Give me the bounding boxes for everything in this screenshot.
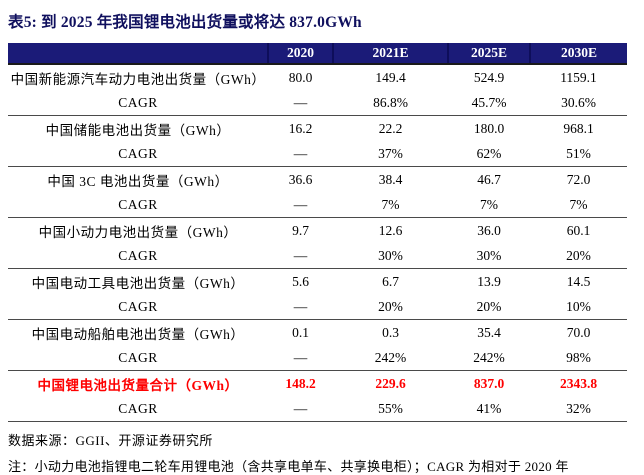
value-cell: 35.4 <box>477 324 501 340</box>
header-col-2021e: 2021E <box>332 43 448 65</box>
cagr-value-cell: 242% <box>333 345 448 371</box>
cagr-value-cell: 45.7% <box>448 90 530 116</box>
cagr-label: CAGR <box>8 345 268 371</box>
cagr-row: CAGR —37% 62% 51% <box>8 141 627 167</box>
table-body: 中国新能源汽车动力电池出货量（GWh） 80.0 149.4 524.9 1159.1 C… <box>8 64 627 422</box>
cagr-value-cell: 62% <box>448 141 530 167</box>
cagr-value-cell: 20% <box>448 294 530 320</box>
table-header-row: 2020 2021E 2025E 2030E <box>8 43 627 65</box>
cagr-value-cell: 37% <box>333 141 448 167</box>
cagr-value-cell: 30% <box>448 243 530 269</box>
footnote-text: 注：小动力电池指锂电二轮车用锂电池（含共享电单车、共享换电柜）；CAGR 为相对… <box>8 459 569 474</box>
category-row: 中国新能源汽车动力电池出货量（GWh） 80.0 149.4 524.9 1159.1 <box>8 64 627 90</box>
value-cell: 72.0 <box>566 171 591 187</box>
value-cell: 6.7 <box>382 273 399 289</box>
cagr-row: CAGR —86.8% 45.7% 30.6% <box>8 90 627 116</box>
category-label: 中国锂电池出货量合计（GWh） <box>37 377 239 393</box>
value-cell: 36.0 <box>477 222 501 238</box>
cagr-value-cell: — <box>268 345 333 371</box>
cagr-row: CAGR —242% 242% 98% <box>8 345 627 371</box>
cagr-value-cell: 30% <box>333 243 448 269</box>
cagr-value-cell: 10% <box>530 294 627 320</box>
value-cell: 5.6 <box>292 273 309 289</box>
cagr-label: CAGR <box>8 294 268 320</box>
value-cell: 38.4 <box>378 171 403 187</box>
cagr-label: CAGR <box>8 141 268 167</box>
value-cell: 14.5 <box>566 273 591 289</box>
cagr-value-cell: 7% <box>530 192 627 218</box>
value-cell: 80.0 <box>288 69 313 85</box>
cagr-value-cell: 30.6% <box>530 90 627 116</box>
value-cell: 180.0 <box>473 120 505 136</box>
category-label: 中国小动力电池出货量（GWh） <box>38 224 238 240</box>
category-label: 中国储能电池出货量（GWh） <box>45 122 231 138</box>
cagr-value-cell: 98% <box>530 345 627 371</box>
value-cell: 968.1 <box>563 120 594 136</box>
cagr-value-cell: — <box>268 192 333 218</box>
cagr-value-cell: 7% <box>333 192 448 218</box>
cagr-value-cell: 20% <box>333 294 448 320</box>
header-col-2020: 2020 <box>267 43 333 65</box>
category-label: 中国 3C 电池出货量（GWh） <box>47 173 229 189</box>
cagr-value-cell: 55% <box>333 396 448 422</box>
value-cell: 837.0 <box>473 375 505 391</box>
value-cell: 524.9 <box>473 69 505 85</box>
category-row: 中国电动船舶电池出货量（GWh） 0.1 0.3 35.4 70.0 <box>8 320 627 346</box>
value-cell: 46.7 <box>477 171 501 187</box>
category-label: 中国电动船舶电池出货量（GWh） <box>31 326 245 342</box>
cagr-value-cell: 32% <box>530 396 627 422</box>
value-cell: 12.6 <box>378 222 403 238</box>
value-cell: 0.1 <box>292 324 309 340</box>
value-cell: 13.9 <box>477 273 501 289</box>
value-cell: 229.6 <box>375 375 406 391</box>
cagr-value-cell: 7% <box>448 192 530 218</box>
value-cell: 149.4 <box>375 69 406 85</box>
category-label: 中国电动工具电池出货量（GWh） <box>31 275 245 291</box>
category-label: 中国新能源汽车动力电池出货量（GWh） <box>10 71 266 87</box>
value-cell: 70.0 <box>566 324 591 340</box>
value-cell: 16.2 <box>288 120 313 136</box>
category-row: 中国小动力电池出货量（GWh） 9.7 12.6 36.0 60.1 <box>8 218 627 244</box>
cagr-label: CAGR <box>8 396 268 422</box>
cagr-label: CAGR <box>8 243 268 269</box>
cagr-value-cell: — <box>268 90 333 116</box>
cagr-label: CAGR <box>8 90 268 116</box>
cagr-value-cell: — <box>268 294 333 320</box>
value-cell: 0.3 <box>382 324 399 340</box>
value-cell: 2343.8 <box>559 375 598 391</box>
value-cell: 36.6 <box>288 171 313 187</box>
category-row: 中国 3C 电池出货量（GWh） 36.6 38.4 46.7 72.0 <box>8 167 627 193</box>
value-cell: 9.7 <box>292 222 309 238</box>
cagr-row: CAGR —55% 41% 32% <box>8 396 627 422</box>
category-row: 中国储能电池出货量（GWh） 16.2 22.2 180.0 968.1 <box>8 116 627 142</box>
cagr-row: CAGR —7% 7% 7% <box>8 192 627 218</box>
cagr-value-cell: 20% <box>530 243 627 269</box>
battery-shipment-table: 2020 2021E 2025E 2030E 中国新能源汽车动力电池出货量（GW… <box>8 43 627 422</box>
value-cell: 22.2 <box>378 120 403 136</box>
report-table-page: 表5: 到 2025 年我国锂电池出货量或将达 837.0GWh 2020 20… <box>8 14 627 474</box>
header-col-2025e: 2025E <box>447 43 530 65</box>
value-cell: 148.2 <box>285 375 316 391</box>
value-cell: 60.1 <box>566 222 591 238</box>
cagr-label: CAGR <box>8 192 268 218</box>
value-cell: 1159.1 <box>560 69 597 85</box>
cagr-value-cell: 86.8% <box>333 90 448 116</box>
cagr-value-cell: — <box>268 243 333 269</box>
header-empty-cell <box>8 43 268 65</box>
cagr-row: CAGR —30% 30% 20% <box>8 243 627 269</box>
cagr-value-cell: — <box>268 396 333 422</box>
total-row: 中国锂电池出货量合计（GWh） 148.2 229.6 837.0 2343.8 <box>8 371 627 397</box>
category-row: 中国电动工具电池出货量（GWh） 5.6 6.7 13.9 14.5 <box>8 269 627 295</box>
data-source-text: 数据来源：GGII、开源证券研究所 <box>8 433 213 448</box>
cagr-value-cell: 51% <box>530 141 627 167</box>
cagr-value-cell: 242% <box>448 345 530 371</box>
header-col-2030e: 2030E <box>529 43 627 65</box>
cagr-row: CAGR —20% 20% 10% <box>8 294 627 320</box>
cagr-value-cell: — <box>268 141 333 167</box>
table-title: 表5: 到 2025 年我国锂电池出货量或将达 837.0GWh <box>8 14 362 31</box>
cagr-value-cell: 41% <box>448 396 530 422</box>
